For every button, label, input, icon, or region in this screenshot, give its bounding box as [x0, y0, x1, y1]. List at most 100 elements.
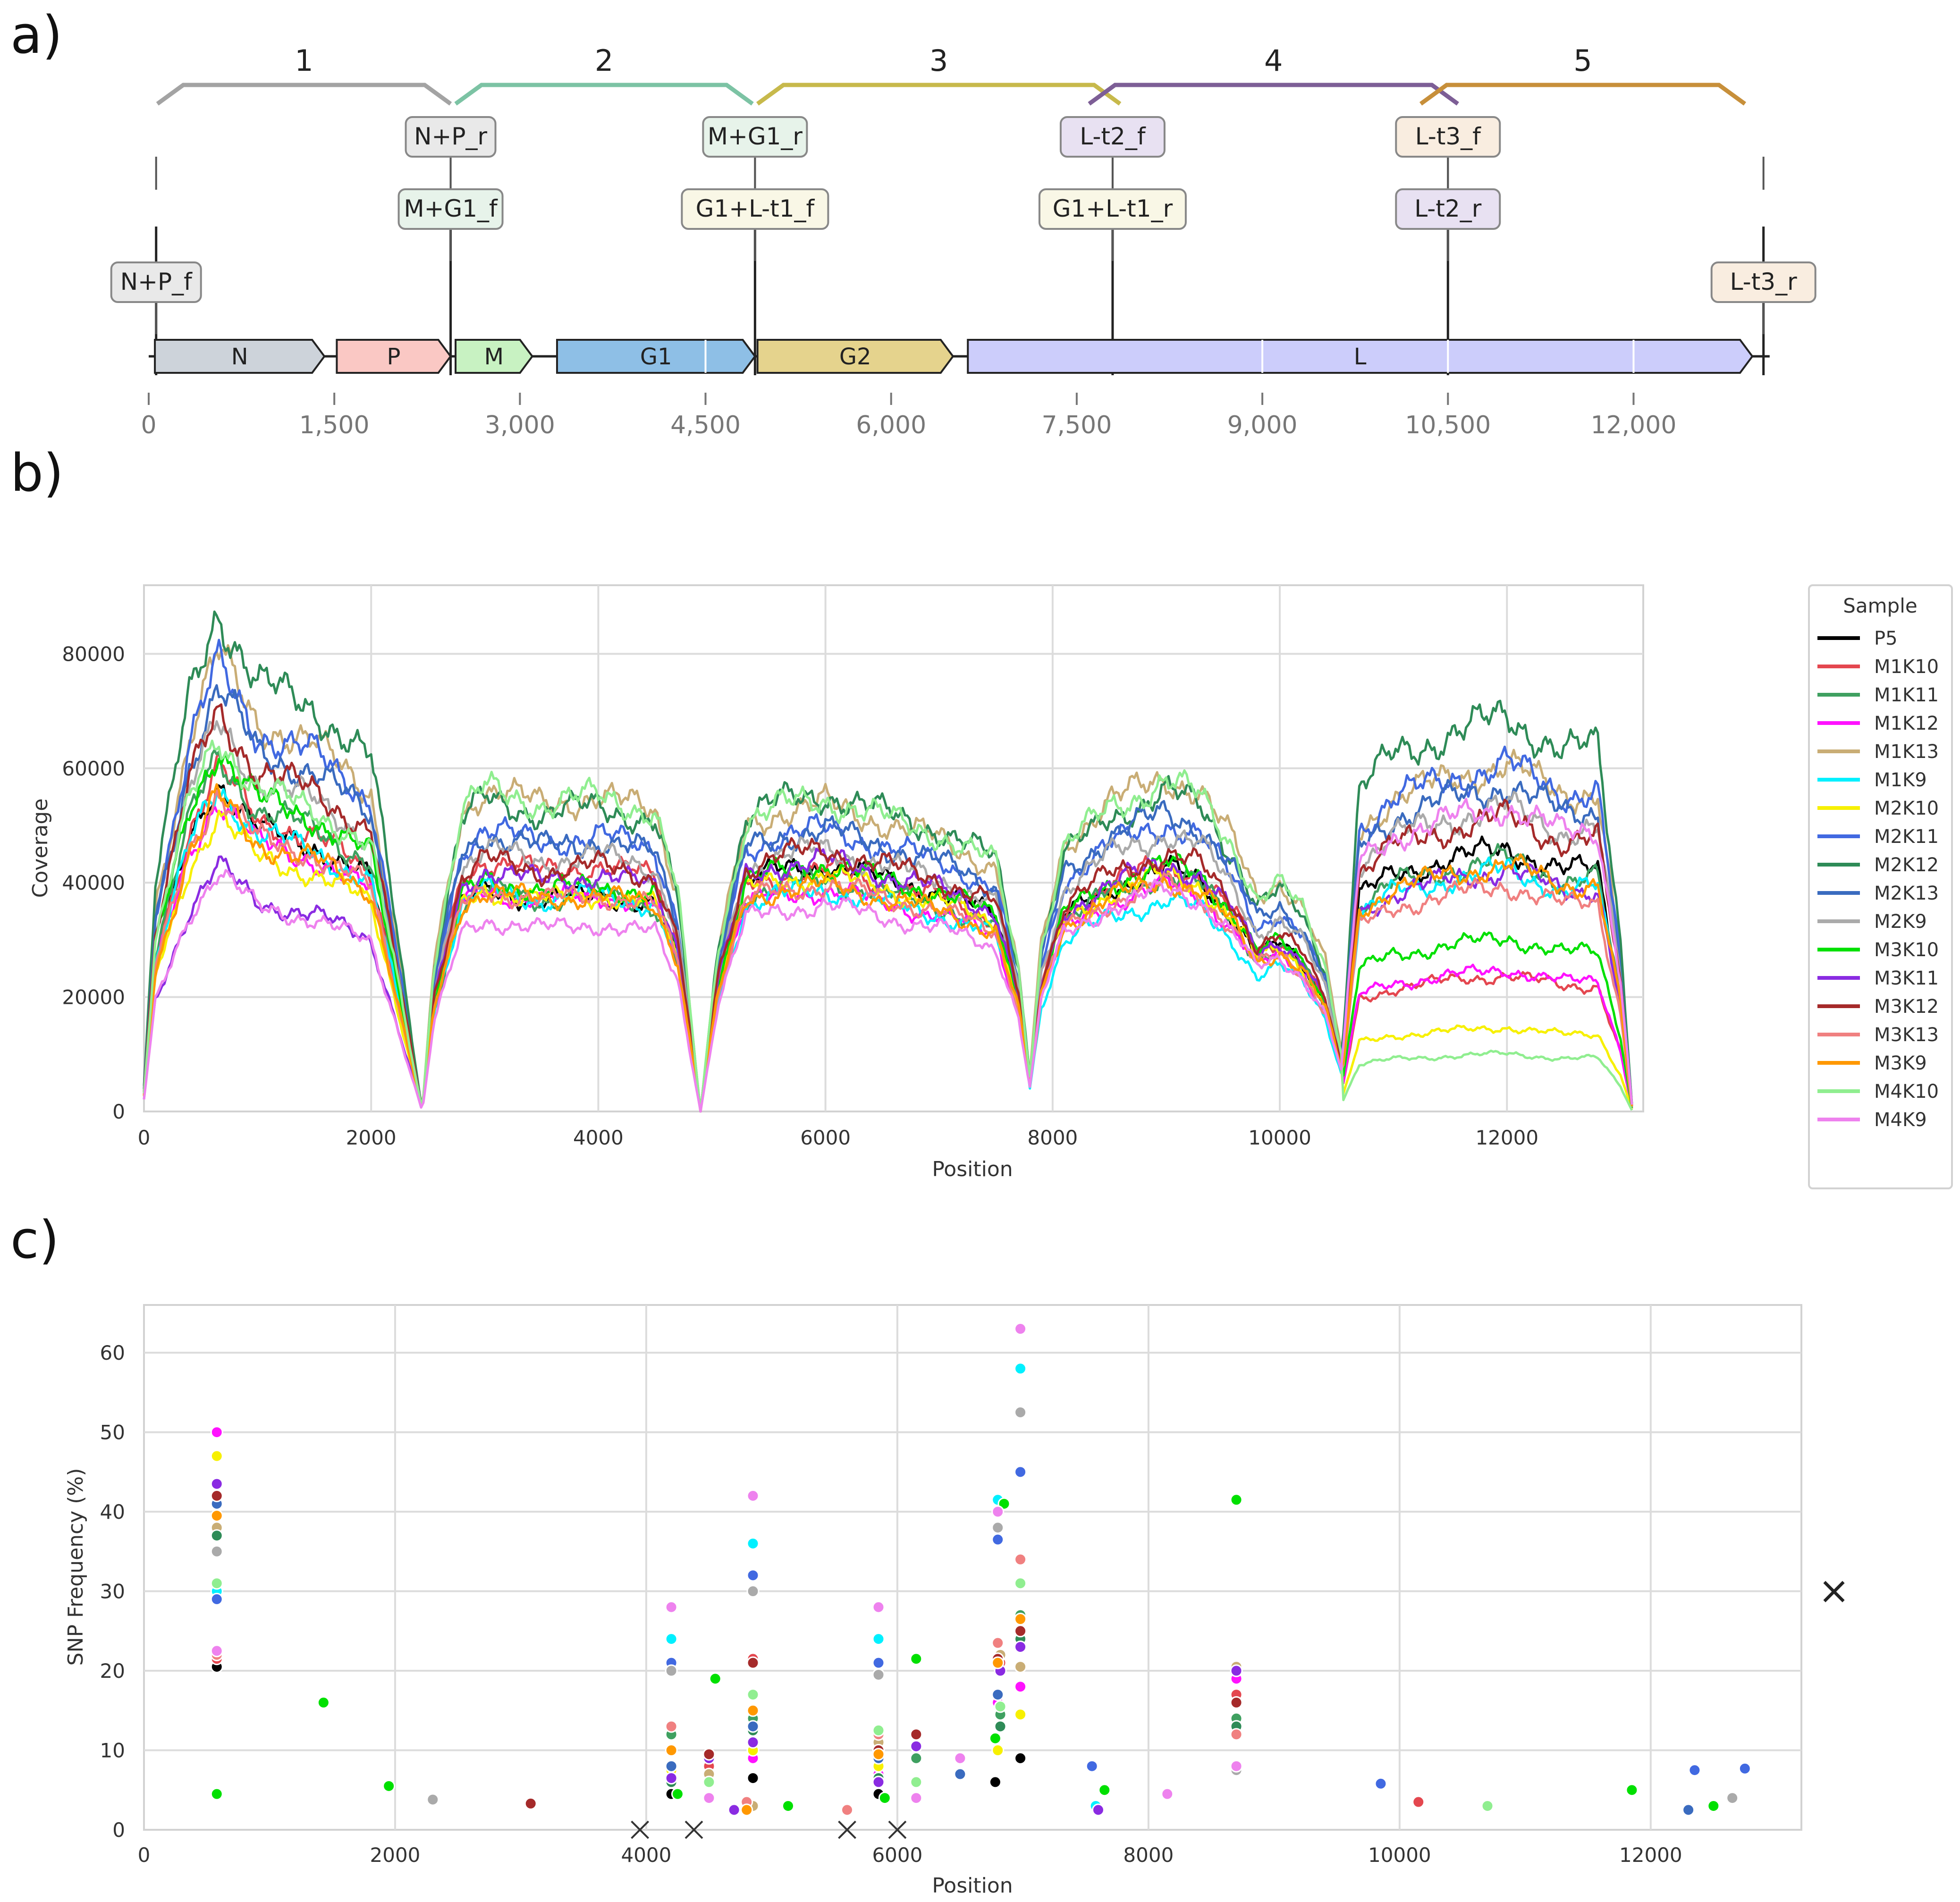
- legend-label: M3K13: [1874, 1024, 1939, 1046]
- primer-label: N+P_r: [414, 123, 487, 150]
- amplicon-label: 4: [1264, 43, 1283, 78]
- gene-label: G2: [839, 344, 871, 370]
- snp-point-M1K9: [872, 1633, 885, 1646]
- gene-label: G1: [640, 344, 672, 370]
- legend-label: M2K10: [1874, 798, 1939, 819]
- primer-label: G1+L-t1_r: [1053, 195, 1173, 222]
- legend-label: M3K12: [1874, 996, 1939, 1018]
- snp-point-M3K10: [988, 1732, 1002, 1745]
- legend-title: Sample: [1843, 594, 1917, 617]
- snp-point-M3K10: [709, 1672, 722, 1685]
- snp-point-M4K9: [746, 1489, 760, 1502]
- amplicon-bracket: [156, 83, 452, 106]
- snp-point-M4K9: [1014, 1322, 1027, 1336]
- snp-point-M2K9: [210, 1545, 223, 1558]
- legend-label: M2K12: [1874, 854, 1939, 876]
- snp-point-M3K11: [746, 1736, 760, 1749]
- coverage-line-M1K9: [143, 788, 1633, 1113]
- snp-point-M3K11: [210, 1477, 223, 1490]
- primer-box: [702, 116, 808, 158]
- genome-axis-tick-label: 0: [141, 411, 156, 439]
- primer-box: [681, 188, 829, 230]
- excluded-marker: [888, 1820, 907, 1839]
- snp-point-M4K9: [991, 1505, 1005, 1518]
- primer-box: [1395, 116, 1501, 158]
- genome-map-panel: 1 2 3 4 5 N P M G1 G2 L N+P_f N+P_r M+G1_f M+G1_r G1+…: [110, 43, 1816, 439]
- snp-point-M4K10: [994, 1700, 1007, 1713]
- snp-y-tick-label: 50: [100, 1421, 125, 1444]
- snp-point-M2K12: [994, 1720, 1007, 1733]
- snp-point-M2K9: [1726, 1792, 1739, 1805]
- legend-items: P5 M1K10 M1K11 M1K12 M1K13 M1K9 M2K10 M2K11 M2K1…: [1817, 628, 1939, 1131]
- snp-point-M2K11: [1374, 1777, 1387, 1790]
- snp-point-M3K9: [210, 1509, 223, 1522]
- snp-y-tick-label: 10: [100, 1739, 125, 1762]
- primer-box: [1395, 188, 1501, 230]
- legend-label: M3K11: [1874, 968, 1939, 989]
- coverage-y-tick-label: 80000: [62, 642, 125, 665]
- snp-point-M2K13: [746, 1720, 760, 1733]
- snp-points: [210, 1322, 1751, 1817]
- snp-point-M2K9: [991, 1521, 1005, 1534]
- snp-y-tick-label: 30: [100, 1580, 125, 1603]
- coverage-y-tick-label: 60000: [62, 757, 125, 780]
- legend-label: M2K11: [1874, 826, 1939, 848]
- primer-label: M+G1_r: [708, 123, 803, 150]
- snp-point-M4K9: [702, 1792, 716, 1805]
- genome-axis-tick-label: 9,000: [1227, 411, 1298, 439]
- genome-axis-tick-label: 12,000: [1590, 411, 1676, 439]
- snp-point-M4K9: [665, 1600, 678, 1614]
- coverage-chart: 0 2000 4000 6000 8000 10000 12000 0 20000 40000 60…: [28, 584, 1953, 1189]
- legend-label: M2K9: [1874, 911, 1927, 933]
- snp-point-M3K10: [1230, 1493, 1243, 1506]
- primer-box: [110, 261, 202, 303]
- coverage-x-tick-label: 10000: [1248, 1126, 1311, 1149]
- snp-point-M2K11: [1688, 1764, 1701, 1777]
- coverage-x-tick-label: 6000: [800, 1126, 851, 1149]
- snp-x-tick-label: 8000: [1123, 1843, 1174, 1867]
- snp-point-M3K11: [665, 1771, 678, 1784]
- coverage-line-M3K9: [143, 783, 1633, 1113]
- primer-label: L-t2_f: [1080, 123, 1146, 150]
- amplicon-label: 2: [595, 43, 613, 78]
- amplicon-bracket: [454, 83, 754, 106]
- legend-label: M3K10: [1874, 939, 1939, 961]
- gene-arrow: [967, 339, 1754, 374]
- snp-y-axis-label: SNP Frequency (%): [64, 1468, 88, 1666]
- primer-label: G1+L-t1_f: [696, 195, 815, 222]
- coverage-line-M4K9: [143, 798, 1633, 1113]
- snp-point-M3K10: [317, 1696, 330, 1709]
- primer-label: M+G1_f: [404, 195, 498, 222]
- coverage-line-M4K10: [143, 740, 1633, 1113]
- snp-point-M3K12: [1014, 1624, 1027, 1638]
- snp-point-P5: [746, 1771, 760, 1784]
- primer-box: [1710, 261, 1816, 303]
- coverage-plot-area: [143, 584, 1644, 1112]
- legend-label: M1K9: [1874, 769, 1927, 791]
- coverage-line-M3K12: [143, 703, 1633, 1113]
- primer-label: L-t3_f: [1415, 123, 1481, 150]
- gene-label: P: [387, 344, 401, 370]
- primer-box: [1059, 116, 1166, 158]
- snp-tick-labels: 0 2000 4000 6000 8000 10000 12000 0 10 20 30 40 50 60: [100, 1341, 1682, 1867]
- gene-track: N P M G1 G2 L: [149, 339, 1770, 374]
- genome-axis-tick-label: 3,000: [485, 411, 555, 439]
- snp-point-M3K9: [991, 1656, 1005, 1669]
- snp-point-M3K12: [1230, 1696, 1243, 1709]
- primer-label: L-t3_r: [1730, 268, 1797, 295]
- legend-label: M3K9: [1874, 1052, 1927, 1074]
- snp-point-M2K9: [872, 1668, 885, 1681]
- snp-frequency-chart: 0 2000 4000 6000 8000 10000 12000 0 10 20 30 40 50 60…: [64, 1304, 1850, 1898]
- snp-point-M3K11: [872, 1776, 885, 1789]
- snp-point-M1K13: [1014, 1660, 1027, 1674]
- gene-arrow: [455, 339, 534, 374]
- snp-point-M4K10: [746, 1688, 760, 1701]
- snp-point-M3K12: [524, 1797, 537, 1810]
- snp-point-M2K11: [210, 1592, 223, 1606]
- snp-point-M2K13: [665, 1759, 678, 1773]
- coverage-line-M2K12: [143, 610, 1633, 1113]
- snp-gridlines: [144, 1305, 1801, 1830]
- snp-point-M3K9: [872, 1748, 885, 1761]
- genome-axis-tick-label: 7,500: [1041, 411, 1112, 439]
- legend-label: M1K13: [1874, 741, 1939, 763]
